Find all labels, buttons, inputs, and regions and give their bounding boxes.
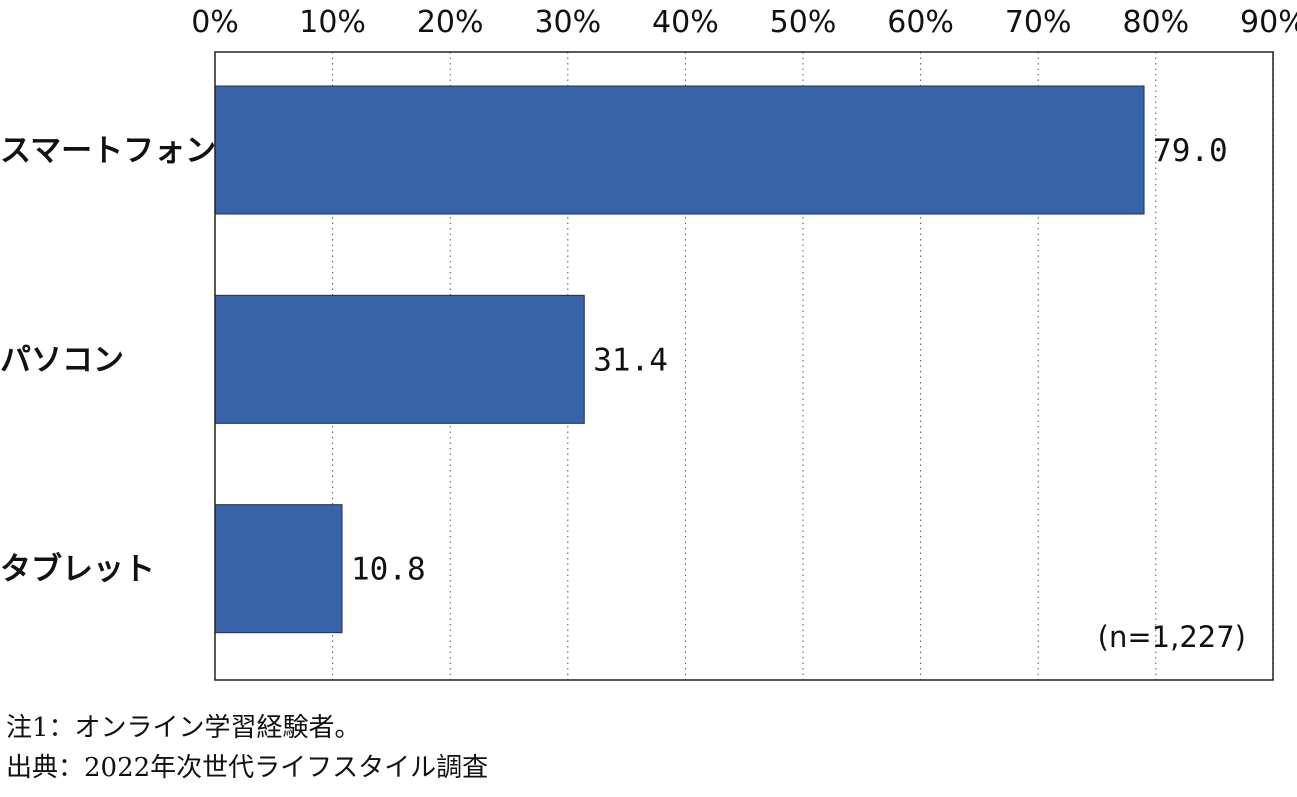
x-tick-label: 90% xyxy=(1240,5,1297,40)
data-label: 10.8 xyxy=(351,552,426,588)
x-tick-label: 40% xyxy=(652,5,719,40)
sample-size-label: (n=1,227) xyxy=(1098,620,1246,654)
x-tick-label: 10% xyxy=(299,5,366,40)
x-tick-label: 80% xyxy=(1122,5,1189,40)
chart-notes: 注1：オンライン学習経験者。 出典：2022年次世代ライフスタイル調査 xyxy=(6,708,1286,788)
category-label: パソコン xyxy=(0,342,124,378)
data-label: 79.0 xyxy=(1153,133,1228,169)
bar-chart: 0% 10% 20% 30% 40% 50% 60% 70% 80% 90% スマートフォンパソコ… xyxy=(0,5,1297,681)
source-note: 出典：2022年次世代ライフスタイル調査 xyxy=(6,753,489,783)
category-label: タブレット xyxy=(0,552,155,588)
bar xyxy=(214,294,585,424)
bar xyxy=(214,85,1145,215)
data-label: 31.4 xyxy=(593,342,668,378)
note-1: 注1：オンライン学習経験者。 xyxy=(6,713,361,743)
bars xyxy=(214,85,1145,634)
x-tick-label: 0% xyxy=(191,5,239,40)
x-tick-label: 50% xyxy=(770,5,837,40)
plot-frame xyxy=(214,51,1274,681)
x-tick-label: 30% xyxy=(534,5,601,40)
data-labels: 79.0 31.4 10.8 xyxy=(351,133,1228,588)
bar xyxy=(214,504,343,634)
x-tick-label: 60% xyxy=(887,5,954,40)
x-tick-label: 20% xyxy=(417,5,484,40)
category-label: スマートフォン xyxy=(0,133,216,169)
x-tick-label: 70% xyxy=(1005,5,1072,40)
x-axis-ticks: 0% 10% 20% 30% 40% 50% 60% 70% 80% 90% xyxy=(191,5,1297,40)
